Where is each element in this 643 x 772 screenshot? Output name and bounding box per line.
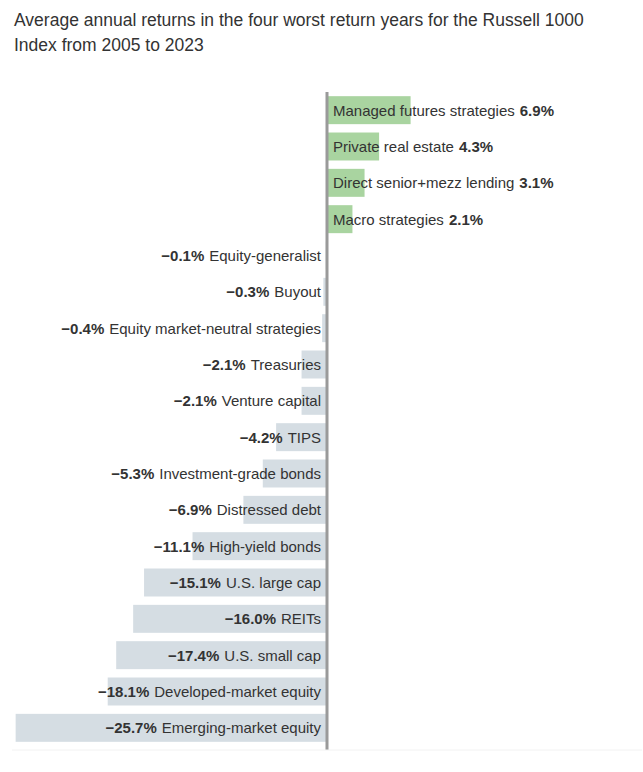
bar-label: −2.1% Treasuries: [203, 356, 321, 373]
data-label: −0.3%: [226, 283, 269, 300]
category-label: Emerging-market equity: [162, 719, 322, 736]
data-label: 2.1%: [449, 211, 483, 228]
bar-label: −0.4% Equity market-neutral strategies: [61, 320, 321, 337]
data-label: −18.1%: [98, 683, 149, 700]
bar-label: −17.4% U.S. small cap: [168, 647, 321, 664]
category-label: Direct senior+mezz lending: [333, 174, 514, 191]
bar-label: Managed futures strategies 6.9%: [333, 102, 554, 119]
bar-label: −18.1% Developed-market equity: [98, 683, 322, 700]
category-label: Venture capital: [222, 392, 321, 409]
category-label: Equity-generalist: [209, 247, 322, 264]
bar: [116, 641, 327, 669]
category-label: Developed-market equity: [154, 683, 321, 700]
bar-label: −0.3% Buyout: [226, 283, 321, 300]
labels: Managed futures strategies 6.9% Private re…: [61, 102, 554, 737]
data-label: −0.4%: [61, 320, 104, 337]
zero-axis: [326, 92, 329, 750]
data-label: −2.1%: [174, 392, 217, 409]
category-label: Investment-grade bonds: [159, 465, 321, 482]
bar-label: Macro strategies 2.1%: [333, 211, 483, 228]
category-label: Treasuries: [251, 356, 321, 373]
data-label: −4.2%: [240, 429, 283, 446]
bar: [193, 532, 327, 560]
data-label: −16.0%: [225, 610, 276, 627]
bar-label: −5.3% Investment-grade bonds: [111, 465, 321, 482]
bar: [276, 423, 327, 451]
data-label: 6.9%: [520, 102, 554, 119]
bar-label: −25.7% Emerging-market equity: [105, 719, 321, 736]
category-label: Private real estate: [333, 138, 454, 155]
data-label: 4.3%: [459, 138, 493, 155]
bars: [16, 96, 411, 742]
bar: [144, 569, 327, 597]
bar-label: −6.9% Distressed debt: [169, 501, 322, 518]
category-label: Distressed debt: [217, 501, 322, 518]
bar: [133, 605, 327, 633]
bar-label: −11.1% High-yield bonds: [154, 538, 321, 555]
category-label: Buyout: [274, 283, 322, 300]
bar-label: Direct senior+mezz lending 3.1%: [333, 174, 554, 191]
bar-label: Private real estate 4.3%: [333, 138, 493, 155]
bar-label: −2.1% Venture capital: [174, 392, 321, 409]
category-label: REITs: [281, 610, 321, 627]
chart-title: Average annual returns in the four worst…: [14, 8, 624, 58]
data-label: −15.1%: [170, 574, 221, 591]
bar-label: −16.0% REITs: [225, 610, 321, 627]
data-label: −11.1%: [154, 538, 204, 555]
data-label: −0.1%: [161, 247, 204, 264]
data-label: 3.1%: [519, 174, 553, 191]
bar-label: −4.2% TIPS: [240, 429, 321, 446]
category-label: Equity market-neutral strategies: [109, 320, 321, 337]
bar-label: −15.1% U.S. large cap: [170, 574, 321, 591]
bar-label: −0.1% Equity-generalist: [161, 247, 322, 264]
data-label: −2.1%: [203, 356, 246, 373]
x-axis-line: [12, 750, 642, 751]
category-label: Macro strategies: [333, 211, 444, 228]
category-label: U.S. small cap: [224, 647, 321, 664]
bar: [16, 714, 327, 742]
data-label: −17.4%: [168, 647, 219, 664]
category-label: High-yield bonds: [209, 538, 321, 555]
category-label: TIPS: [288, 429, 321, 446]
chart: Managed futures strategies 6.9% Private re…: [0, 0, 643, 772]
data-label: −25.7%: [105, 719, 156, 736]
data-label: −6.9%: [169, 501, 212, 518]
category-label: Managed futures strategies: [333, 102, 515, 119]
data-label: −5.3%: [111, 465, 154, 482]
category-label: U.S. large cap: [226, 574, 321, 591]
